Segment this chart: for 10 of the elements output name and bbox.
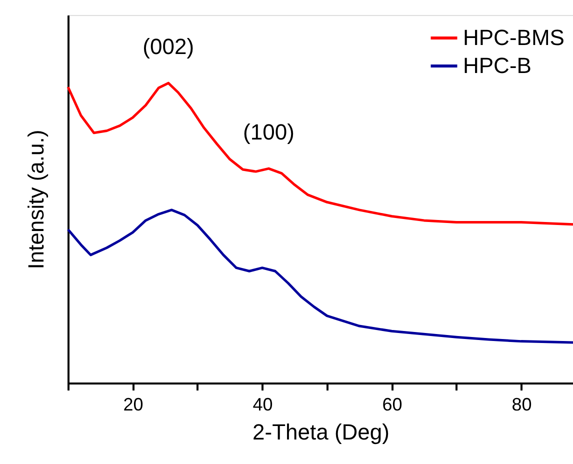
x-tick-label: 20 — [123, 394, 144, 414]
y-axis-title: Intensity (a.u.) — [24, 130, 48, 270]
x-tick-label: 80 — [512, 394, 532, 414]
x-axis-title: 2-Theta (Deg) — [252, 420, 390, 444]
annotation: (002) — [142, 34, 194, 60]
x-tick-label: 40 — [252, 394, 273, 414]
annotation: (100) — [243, 120, 294, 145]
legend-label: HPC-BMS — [463, 25, 564, 50]
legend-label: HPC-B — [463, 53, 532, 78]
x-tick-label: 60 — [382, 394, 402, 414]
